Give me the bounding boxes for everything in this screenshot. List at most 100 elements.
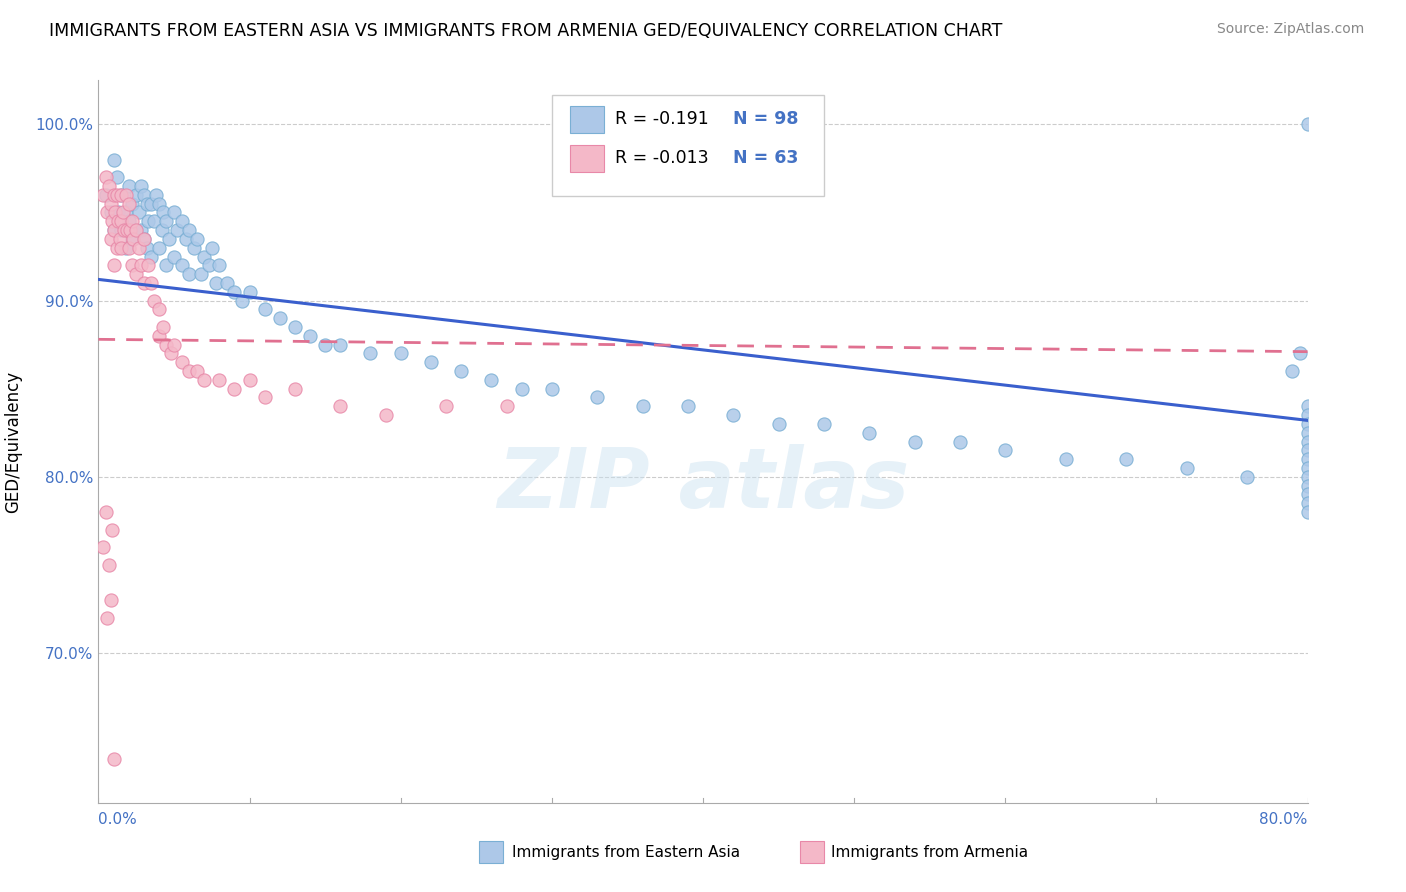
Point <box>813 417 835 431</box>
Point <box>101 214 124 228</box>
Point <box>105 187 128 202</box>
Point <box>132 187 155 202</box>
Point <box>374 408 396 422</box>
Point <box>239 285 262 299</box>
Point <box>100 232 122 246</box>
Point <box>183 241 205 255</box>
Point <box>253 302 276 317</box>
Point <box>586 391 609 405</box>
Point <box>676 399 699 413</box>
Point <box>269 311 291 326</box>
Point <box>129 223 152 237</box>
Point <box>96 205 118 219</box>
Point <box>174 232 197 246</box>
Point <box>143 293 166 308</box>
Point <box>284 382 307 396</box>
Point <box>132 232 155 246</box>
Bar <box>800 841 824 863</box>
Point <box>284 320 307 334</box>
Point <box>114 241 136 255</box>
Point <box>114 205 136 219</box>
Point <box>239 373 262 387</box>
Point <box>150 223 173 237</box>
Point <box>1289 346 1312 360</box>
Point <box>105 241 128 255</box>
Point <box>103 258 125 272</box>
Point <box>1296 505 1319 519</box>
Point <box>118 179 141 194</box>
Point <box>125 187 148 202</box>
Point <box>163 337 186 351</box>
Point <box>1115 452 1137 467</box>
Point <box>103 223 125 237</box>
Point <box>215 276 238 290</box>
Point <box>101 523 124 537</box>
Y-axis label: GED/Equivalency: GED/Equivalency <box>4 370 21 513</box>
Bar <box>479 841 503 863</box>
Point <box>148 328 170 343</box>
Point <box>125 223 148 237</box>
Point <box>179 223 201 237</box>
Point <box>1296 408 1319 422</box>
Point <box>231 293 253 308</box>
Point <box>190 267 212 281</box>
Point <box>389 346 412 360</box>
Point <box>1296 496 1319 510</box>
Point <box>111 205 134 219</box>
Point <box>155 258 177 272</box>
Point <box>105 170 128 185</box>
Point <box>94 170 117 185</box>
Point <box>155 214 177 228</box>
Point <box>152 320 174 334</box>
Point <box>170 214 193 228</box>
Point <box>1175 461 1198 475</box>
Point <box>110 214 132 228</box>
Point <box>148 302 170 317</box>
Point <box>723 408 745 422</box>
Point <box>253 391 276 405</box>
Text: Source: ZipAtlas.com: Source: ZipAtlas.com <box>1216 22 1364 37</box>
Point <box>495 399 517 413</box>
Point <box>104 205 127 219</box>
Point <box>128 241 150 255</box>
Point <box>141 196 163 211</box>
Point <box>360 346 382 360</box>
Point <box>481 373 503 387</box>
Point <box>1236 470 1258 484</box>
Point <box>1296 417 1319 431</box>
Point <box>100 593 122 607</box>
Text: ZIP atlas: ZIP atlas <box>496 444 910 525</box>
Point <box>201 241 224 255</box>
Point <box>148 241 170 255</box>
Point <box>120 223 142 237</box>
Point <box>114 187 136 202</box>
Point <box>186 232 208 246</box>
Point <box>148 196 170 211</box>
Point <box>128 205 150 219</box>
Point <box>141 250 163 264</box>
Point <box>125 267 148 281</box>
Text: R = -0.013: R = -0.013 <box>614 149 709 167</box>
Point <box>118 214 141 228</box>
Point <box>208 373 231 387</box>
Point <box>197 258 219 272</box>
Text: Immigrants from Eastern Asia: Immigrants from Eastern Asia <box>512 845 740 860</box>
Point <box>98 179 121 194</box>
Point <box>186 364 208 378</box>
Point <box>160 346 183 360</box>
Point <box>118 241 141 255</box>
Point <box>1054 452 1077 467</box>
Point <box>193 373 215 387</box>
Point <box>540 382 562 396</box>
Point <box>91 541 114 555</box>
Point <box>136 258 159 272</box>
Point <box>121 214 143 228</box>
Point <box>329 337 352 351</box>
Point <box>299 328 322 343</box>
Point <box>1296 399 1319 413</box>
Point <box>100 196 122 211</box>
Point <box>858 425 880 440</box>
Point <box>1296 461 1319 475</box>
Point <box>107 205 129 219</box>
Point <box>1296 443 1319 458</box>
